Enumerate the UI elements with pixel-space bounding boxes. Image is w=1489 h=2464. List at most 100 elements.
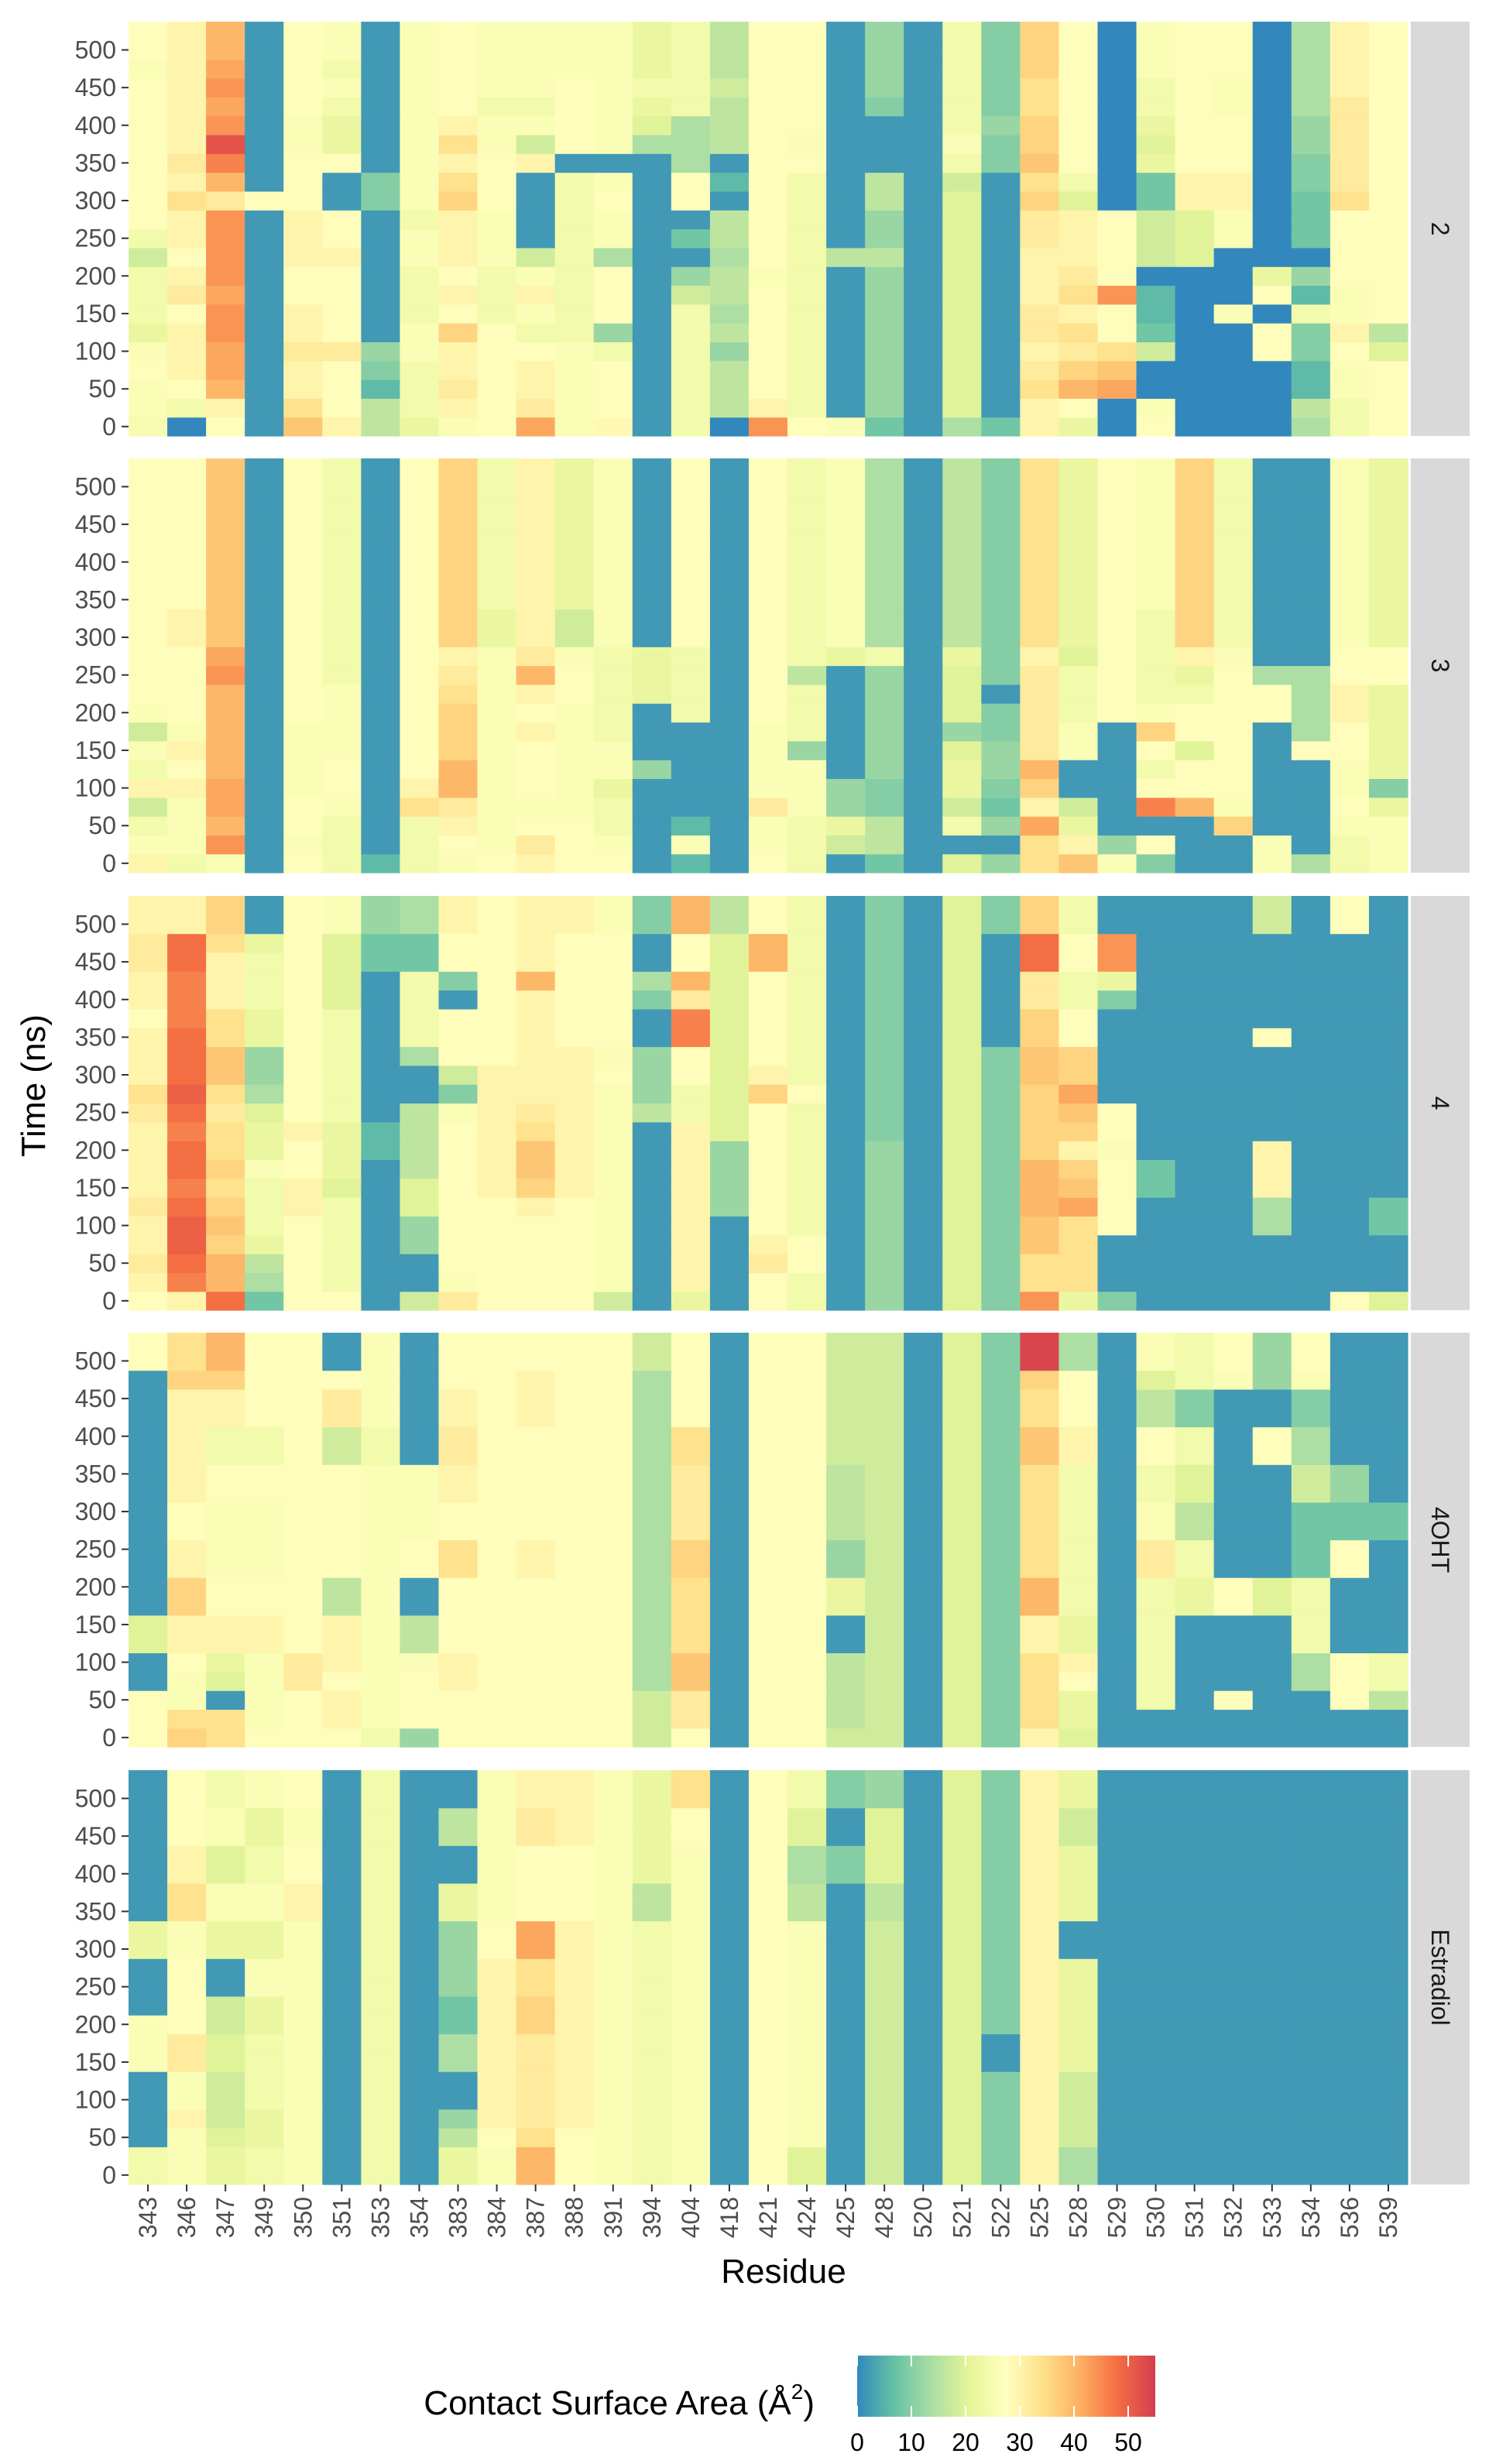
heatmap-cell <box>1020 797 1060 817</box>
heatmap-cell <box>167 266 207 287</box>
heatmap-cell <box>477 896 517 915</box>
heatmap-cell <box>206 1333 245 1352</box>
heatmap-cell <box>593 1370 633 1390</box>
heatmap-cell <box>283 1291 323 1311</box>
heatmap-cell <box>904 627 943 647</box>
heatmap-cell <box>1252 1234 1292 1254</box>
heatmap-cell <box>129 1216 168 1236</box>
heatmap-cell <box>1252 1977 1292 1997</box>
heatmap-cell <box>206 1464 245 1484</box>
heatmap-cell <box>438 1141 479 1161</box>
heatmap-cell <box>1175 915 1215 935</box>
heatmap-cell <box>1020 266 1060 287</box>
heatmap-cell <box>981 1977 1021 1997</box>
heatmap-cell <box>748 1977 788 1997</box>
heatmap-cell <box>206 1709 245 1729</box>
heatmap-cell <box>671 1728 711 1748</box>
heatmap-cell <box>361 1845 401 1865</box>
heatmap-cell <box>167 1291 207 1311</box>
heatmap-cell <box>1291 1121 1331 1141</box>
heatmap-cell <box>554 172 595 192</box>
heatmap-cell <box>632 684 672 704</box>
heatmap-cell <box>709 417 750 437</box>
heatmap-cell <box>1368 1826 1408 1846</box>
heatmap-cell <box>1368 1652 1408 1673</box>
heatmap-cell <box>787 1615 827 1635</box>
heatmap-cell <box>748 1370 788 1390</box>
heatmap-cell <box>1020 571 1060 591</box>
heatmap-cell <box>1058 1501 1099 1522</box>
heatmap-cell <box>865 1709 904 1729</box>
heatmap-cell <box>554 1141 595 1161</box>
heatmap-cell <box>748 1826 788 1846</box>
heatmap-cell <box>1058 190 1099 211</box>
heatmap-cell <box>826 1539 866 1560</box>
heatmap-cell <box>826 115 866 136</box>
heatmap-cell <box>1020 1008 1060 1028</box>
heatmap-cell <box>787 1197 827 1217</box>
heatmap-cell <box>361 1671 401 1691</box>
heatmap-cell <box>206 915 245 935</box>
heatmap-cell <box>1252 1370 1292 1390</box>
heatmap-cell <box>671 740 711 760</box>
heatmap-cell <box>129 1539 168 1560</box>
heatmap-cell <box>206 1445 245 1465</box>
heatmap-cell <box>1329 1882 1370 1903</box>
heatmap-cell <box>400 1996 440 2016</box>
heatmap-cell <box>1291 1652 1331 1673</box>
heatmap-cell <box>709 722 750 742</box>
heatmap-cell <box>1097 1539 1137 1560</box>
heatmap-cell <box>942 285 982 305</box>
heatmap-cell <box>361 1789 401 1809</box>
heatmap-cell <box>1136 797 1176 817</box>
heatmap-cell <box>361 571 401 591</box>
legend-title: Contact Surface Area (Å2) <box>424 2380 815 2422</box>
heatmap-cell <box>1213 665 1254 685</box>
heatmap-cell <box>1175 1159 1215 1179</box>
heatmap-cell <box>1097 398 1137 418</box>
heatmap-cell <box>245 1351 284 1371</box>
heatmap-cell <box>400 1958 440 1978</box>
heatmap-cell <box>593 933 633 953</box>
heatmap-cell <box>709 458 750 478</box>
heatmap-cell <box>942 210 982 230</box>
heatmap-cell <box>400 247 440 267</box>
heatmap-cell <box>516 816 556 836</box>
heatmap-cell <box>361 647 401 667</box>
heatmap-cell <box>1291 1807 1331 1827</box>
heatmap-cell <box>1368 1370 1408 1390</box>
heatmap-cell <box>1175 496 1215 516</box>
heatmap-cell <box>748 304 788 324</box>
heatmap-cell <box>1058 1388 1099 1409</box>
heatmap-cell <box>865 1408 904 1428</box>
heatmap-cell <box>1136 853 1176 873</box>
heatmap-cell <box>904 1103 943 1123</box>
heatmap-cell <box>283 458 323 478</box>
heatmap-cell <box>361 2147 401 2167</box>
heatmap-cell <box>632 1370 672 1390</box>
heatmap-cell <box>554 97 595 117</box>
heatmap-cell <box>400 1920 440 1941</box>
heatmap-cell <box>1175 571 1215 591</box>
heatmap-cell <box>167 40 207 60</box>
heatmap-cell <box>709 2052 750 2072</box>
heatmap-cell <box>632 1464 672 1484</box>
heatmap-cell <box>671 1445 711 1465</box>
heatmap-cell <box>1368 952 1408 972</box>
heatmap-cell <box>400 40 440 60</box>
heatmap-cell <box>283 1939 323 1959</box>
heatmap-cell <box>1291 247 1331 267</box>
heatmap-cell <box>748 2052 788 2072</box>
heatmap-cell <box>942 1826 982 1846</box>
heatmap-cell <box>516 1351 556 1371</box>
heatmap-cell <box>206 77 245 98</box>
heatmap-cell <box>1175 1596 1215 1616</box>
heatmap-cell <box>1097 2128 1137 2147</box>
heatmap-cell <box>477 97 517 117</box>
heatmap-cell <box>129 458 168 478</box>
heatmap-cell <box>942 341 982 362</box>
heatmap-cell <box>1252 2109 1292 2129</box>
heatmap-cell <box>1252 1996 1292 2016</box>
heatmap-cell <box>942 514 982 534</box>
